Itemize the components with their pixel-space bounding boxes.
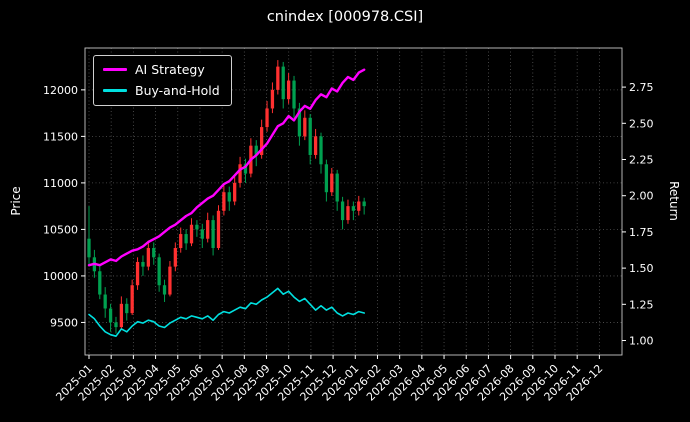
svg-text:1.25: 1.25 xyxy=(629,298,654,311)
chart-title: cnindex [000978.CSI] xyxy=(266,9,424,25)
legend-label-ai-strategy: AI Strategy xyxy=(135,62,205,77)
svg-text:2.75: 2.75 xyxy=(629,81,654,94)
svg-text:2.00: 2.00 xyxy=(629,190,654,203)
legend-item-ai-strategy: AI Strategy xyxy=(103,62,220,77)
svg-text:1.00: 1.00 xyxy=(629,335,654,348)
chart-legend: AI Strategy Buy-and-Hold xyxy=(93,55,232,106)
svg-text:10000: 10000 xyxy=(43,270,78,283)
svg-text:1.50: 1.50 xyxy=(629,262,654,275)
svg-text:10500: 10500 xyxy=(43,223,78,236)
svg-text:9500: 9500 xyxy=(50,316,78,329)
return-axis-label: Return xyxy=(667,181,681,221)
legend-item-buy-and-hold: Buy-and-Hold xyxy=(103,83,220,98)
ai-strategy-line-swatch xyxy=(103,68,127,71)
buy-and-hold-line-swatch xyxy=(103,89,127,92)
legend-label-buy-and-hold: Buy-and-Hold xyxy=(135,83,220,98)
svg-text:11500: 11500 xyxy=(43,130,78,143)
svg-text:2.25: 2.25 xyxy=(629,154,654,167)
svg-text:2.50: 2.50 xyxy=(629,117,654,130)
price-axis-label: Price xyxy=(9,186,23,216)
svg-text:1.75: 1.75 xyxy=(629,226,654,239)
svg-text:11000: 11000 xyxy=(43,177,78,190)
svg-text:12000: 12000 xyxy=(43,84,78,97)
